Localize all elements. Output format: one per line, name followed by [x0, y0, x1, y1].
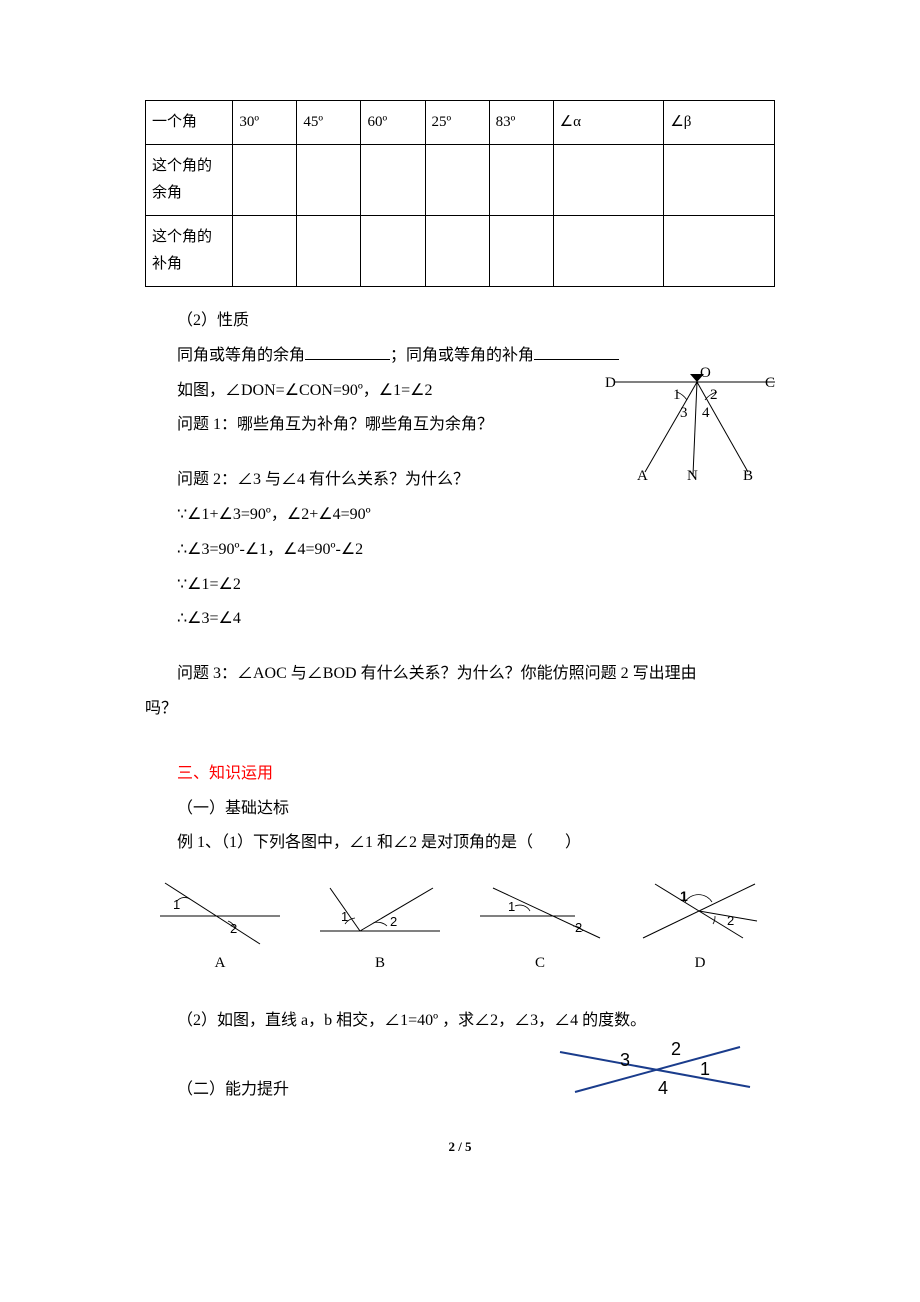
label-c: C — [765, 375, 775, 391]
cell — [233, 216, 297, 287]
choice-diagram: 1 2 — [155, 876, 285, 946]
cell: 25º — [425, 101, 489, 145]
label-b: B — [743, 468, 753, 482]
label-2: 2 — [671, 1039, 681, 1059]
choice-b: 1 2 B — [315, 876, 445, 977]
table-row: 这个角的余角 — [146, 145, 775, 216]
label-n: N — [687, 468, 698, 482]
label-1: 1 — [700, 1059, 710, 1079]
text: 同角或等角的余角 — [177, 347, 305, 364]
angle-table: 一个角 30º 45º 60º 25º 83º ∠α ∠β 这个角的余角 这个角… — [145, 100, 775, 287]
choice-diagram: 1 2 — [635, 876, 765, 946]
cell — [425, 145, 489, 216]
cell — [361, 216, 425, 287]
paragraph: 吗？ — [145, 695, 775, 724]
blank-line — [305, 344, 390, 360]
cell: 83º — [489, 101, 553, 145]
label-3: 3 — [620, 1050, 630, 1070]
choice-label: C — [475, 950, 605, 977]
cell — [361, 145, 425, 216]
choice-c: 1 2 C — [475, 876, 605, 977]
cell-label: 这个角的补角 — [146, 216, 233, 287]
cell — [297, 145, 361, 216]
paragraph: ∴∠3=90º-∠1，∠4=90º-∠2 — [145, 536, 775, 565]
cell — [425, 216, 489, 287]
cell — [664, 145, 775, 216]
svg-text:2: 2 — [390, 914, 397, 929]
cell — [233, 145, 297, 216]
angle-diagram-1: D O C 1 2 3 4 A N B — [605, 362, 785, 482]
cell — [664, 216, 775, 287]
page-number: 2 / 5 — [145, 1135, 775, 1158]
svg-text:1: 1 — [173, 897, 180, 912]
blank-line — [534, 344, 619, 360]
choice-a: 1 2 A — [155, 876, 285, 977]
choice-label: B — [315, 950, 445, 977]
cell: 60º — [361, 101, 425, 145]
choice-diagram: 1 2 — [315, 876, 445, 946]
intersecting-lines-diagram: 2 3 1 4 — [555, 1032, 755, 1112]
svg-text:2: 2 — [727, 913, 734, 928]
table-row: 这个角的补角 — [146, 216, 775, 287]
svg-text:2: 2 — [575, 920, 582, 935]
label-2: 2 — [710, 387, 718, 403]
paragraph: 问题 3：∠AOC 与∠BOD 有什么关系？为什么？你能仿照问题 2 写出理由 — [145, 660, 775, 689]
label-a: A — [637, 468, 648, 482]
svg-text:1: 1 — [680, 888, 688, 904]
cell: ∠β — [664, 101, 775, 145]
diagram-container: D O C 1 2 3 4 A N B 如图，∠DON=∠CON=90º，∠1=… — [145, 377, 775, 495]
section-heading: 三、知识运用 — [145, 760, 775, 789]
cell — [489, 145, 553, 216]
paragraph: （2）性质 — [145, 307, 775, 336]
cell — [553, 216, 664, 287]
choice-d: 1 2 D — [635, 876, 765, 977]
table-row: 一个角 30º 45º 60º 25º 83º ∠α ∠β — [146, 101, 775, 145]
cell: ∠α — [553, 101, 664, 145]
svg-text:1: 1 — [508, 899, 515, 914]
paragraph: ∵∠1+∠3=90º，∠2+∠4=90º — [145, 501, 775, 530]
cell — [297, 216, 361, 287]
label-1: 1 — [673, 387, 681, 403]
cell-label: 一个角 — [146, 101, 233, 145]
cell: 45º — [297, 101, 361, 145]
cell-label: 这个角的余角 — [146, 145, 233, 216]
choice-label: A — [155, 950, 285, 977]
cell — [553, 145, 664, 216]
label-d: D — [605, 375, 616, 391]
label-4: 4 — [658, 1078, 668, 1098]
cell: 30º — [233, 101, 297, 145]
label-3: 3 — [680, 405, 688, 421]
choice-diagram: 1 2 — [475, 876, 605, 946]
multiple-choice-diagrams: 1 2 A 1 2 B 1 2 C — [145, 876, 775, 977]
choice-label: D — [635, 950, 765, 977]
label-o: O — [700, 365, 711, 381]
text: ；同角或等角的补角 — [390, 347, 534, 364]
paragraph: （一）基础达标 — [145, 795, 775, 824]
svg-text:1: 1 — [341, 909, 348, 924]
label-4: 4 — [702, 405, 710, 421]
paragraph: ∴∠3=∠4 — [145, 605, 775, 634]
svg-text:2: 2 — [230, 921, 237, 936]
paragraph: ∵∠1=∠2 — [145, 571, 775, 600]
cell — [489, 216, 553, 287]
paragraph: 例 1、（1）下列各图中，∠1 和∠2 是对顶角的是（ ） — [145, 829, 775, 858]
